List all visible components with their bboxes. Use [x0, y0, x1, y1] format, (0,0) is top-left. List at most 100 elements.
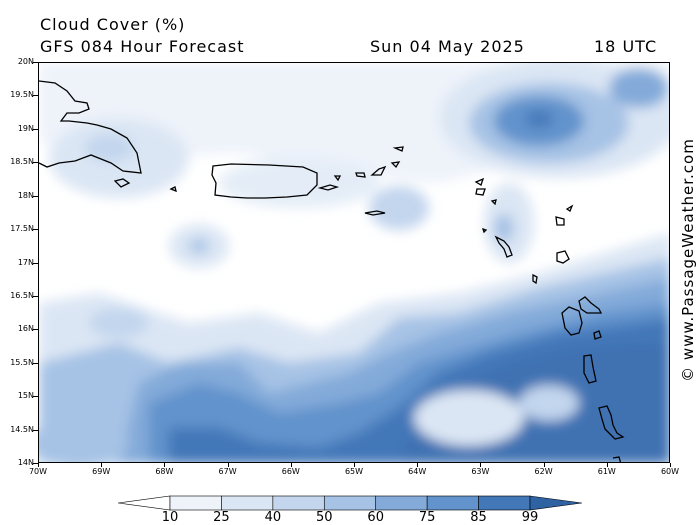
guadeloupe-main: [561, 306, 583, 336]
st-martin-island: [475, 188, 486, 196]
forecast-date: Sun 04 May 2025: [370, 37, 525, 56]
forecast-subtitle: GFS 084 Hour Forecast: [40, 37, 245, 56]
lon-tick: [101, 463, 103, 467]
colorbar-label: 40: [264, 510, 282, 525]
virgin-gorda-island: [392, 146, 404, 152]
antigua-island: [555, 216, 565, 226]
lat-tick: [33, 195, 38, 197]
tortola-island: [390, 161, 401, 169]
lon-label: 70W: [28, 467, 48, 476]
lat-tick: [33, 295, 38, 297]
lon-label: 66W: [281, 467, 300, 476]
martinique-island: [598, 405, 625, 440]
saona-island: [113, 178, 131, 188]
colorbar-label: 60: [367, 510, 384, 525]
lat-tick: [33, 396, 38, 398]
lon-label: 67W: [218, 467, 237, 476]
lat-label: 16.5N: [10, 290, 34, 300]
st-croix-island: [364, 210, 386, 216]
st-thomas-island: [355, 172, 366, 178]
watermark: © www.PassageWeather.com: [679, 138, 697, 382]
lat-tick: [33, 128, 38, 130]
lon-tick: [290, 463, 292, 467]
lon-tick: [417, 463, 419, 467]
montserrat-island: [532, 273, 538, 285]
colorbar-segment: [426, 495, 479, 511]
colorbar-label: 50: [316, 510, 333, 525]
colorbar-segment: [272, 495, 325, 511]
st-barts-island: [490, 199, 497, 206]
grande-terre: [578, 296, 603, 314]
lat-tick: [33, 329, 38, 331]
st-john-island: [370, 165, 387, 176]
lat-tick: [33, 95, 38, 97]
cloud-cover-map: [38, 62, 670, 463]
lon-tick: [606, 463, 608, 467]
mona-island: [169, 186, 177, 193]
colorbar-label: 85: [470, 510, 487, 525]
lon-label: 64W: [408, 467, 427, 476]
lat-label: 17N: [17, 257, 34, 267]
st-lucia-island: [612, 456, 622, 462]
lat-label: 14.5N: [10, 424, 34, 434]
coastlines: [39, 80, 625, 462]
lat-tick: [33, 229, 38, 231]
colorbar-low-arrow: [118, 495, 171, 511]
lon-tick: [164, 463, 166, 467]
colorbar-label: 75: [418, 510, 436, 525]
lon-label: 60W: [660, 467, 680, 476]
lat-tick: [33, 362, 38, 364]
colorbar-label: 25: [213, 510, 230, 525]
lon-label: 65W: [344, 467, 364, 476]
lat-label: 14N: [17, 458, 34, 467]
colorbar-high-arrow: [529, 495, 582, 511]
colorbar-label: 10: [161, 510, 179, 525]
lat-tick: [33, 463, 38, 464]
lat-label: 19.5N: [10, 90, 34, 100]
map-canvas: [39, 63, 669, 462]
lat-label: 18.5N: [10, 157, 34, 167]
forecast-time: 18 UTC: [594, 37, 658, 56]
lat-label: 19N: [17, 123, 34, 133]
lat-tick: [33, 262, 38, 264]
lon-tick: [227, 463, 229, 467]
lat-label: 15.5N: [10, 357, 34, 367]
culebra-island: [333, 175, 342, 182]
lon-label: 61W: [597, 467, 616, 476]
lat-tick: [33, 62, 38, 63]
hispaniola-coast: [39, 80, 142, 174]
lon-tick: [543, 463, 545, 467]
colorbar: [118, 495, 582, 511]
saba-island: [481, 227, 488, 234]
lon-label: 69W: [92, 467, 111, 476]
anguilla-island: [474, 177, 485, 186]
lon-tick: [354, 463, 355, 467]
cloud-field: [39, 63, 669, 462]
colorbar-segment: [375, 495, 428, 511]
guadeloupe-island: [556, 250, 570, 264]
colorbar-segment: [323, 495, 377, 511]
colorbar-segment: [478, 495, 531, 511]
lat-label: 16N: [17, 324, 34, 334]
lat-label: 18N: [17, 190, 34, 200]
lon-label: 68W: [155, 467, 174, 476]
lat-label: 20N: [17, 57, 34, 66]
st-kitts-nevis: [494, 235, 513, 258]
lon-tick: [480, 463, 482, 467]
lon-tick: [38, 463, 39, 467]
barbuda-island: [565, 204, 574, 212]
colorbar-label: 99: [521, 510, 539, 525]
lat-label: 15N: [17, 391, 34, 401]
lon-label: 62W: [534, 467, 553, 476]
colorbar-segment: [221, 495, 274, 511]
dominica-island: [583, 354, 597, 384]
lon-tick: [670, 463, 671, 467]
lat-label: 17.5N: [10, 224, 34, 234]
marie-galante: [593, 330, 602, 340]
lat-tick: [33, 429, 38, 431]
vieques-island: [317, 184, 340, 191]
map-title: Cloud Cover (%): [40, 15, 186, 34]
colorbar-segment: [169, 495, 222, 511]
lon-label: 63W: [471, 467, 490, 476]
lat-tick: [33, 162, 38, 164]
